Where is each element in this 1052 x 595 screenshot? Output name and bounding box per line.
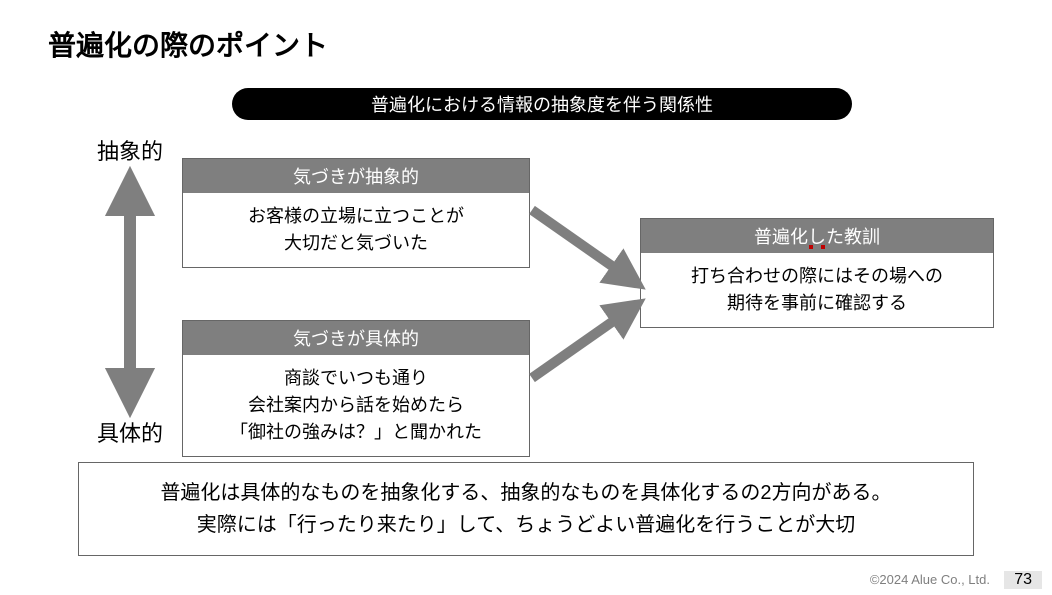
card-body: 打ち合わせの際にはその場への 期待を事前に確認する (641, 253, 993, 327)
card-header: 気づきが抽象的 (183, 159, 529, 193)
arrow-top-to-lesson (532, 210, 632, 280)
text-line: 打ち合わせの際にはその場への (647, 263, 987, 290)
footer-page-number: 73 (1004, 571, 1042, 589)
card-abstract-awareness: 気づきが抽象的 お客様の立場に立つことが 大切だと気づいた (182, 158, 530, 268)
card-header-text: 普遍化した教訓 (754, 227, 880, 247)
text-line: 大切だと気づいた (189, 230, 523, 257)
text-line: 商談でいつも通り (189, 365, 523, 392)
summary-box: 普遍化は具体的なものを抽象化する、抽象的なものを具体化するの2方向がある。 実際… (78, 462, 974, 556)
footer-copyright: ©2024 Alue Co., Ltd. (870, 572, 990, 587)
text-line: 普遍化は具体的なものを抽象化する、抽象的なものを具体化するの2方向がある。 (89, 477, 963, 509)
red-dot-icon (821, 245, 825, 249)
axis-label-concrete: 具体的 (90, 416, 170, 448)
text-line: お客様の立場に立つことが (189, 203, 523, 230)
text-line: 会社案内から話を始めたら (189, 392, 523, 419)
card-header: 普遍化した教訓 (641, 219, 993, 253)
arrow-bottom-to-lesson (532, 308, 632, 378)
text-line: 実際には「行ったり来たり」して、ちょうどよい普遍化を行うことが大切 (89, 509, 963, 541)
slide-title: 普遍化の際のポイント (48, 24, 328, 64)
card-generalized-lesson: 普遍化した教訓 打ち合わせの際にはその場への 期待を事前に確認する (640, 218, 994, 328)
red-dot-icon (809, 245, 813, 249)
card-body: 商談でいつも通り 会社案内から話を始めたら 「御社の強みは？」と聞かれた (183, 355, 529, 456)
card-header: 気づきが具体的 (183, 321, 529, 355)
card-concrete-awareness: 気づきが具体的 商談でいつも通り 会社案内から話を始めたら 「御社の強みは？」と… (182, 320, 530, 457)
subtitle-pill: 普遍化における情報の抽象度を伴う関係性 (232, 88, 852, 120)
text-line: 期待を事前に確認する (647, 290, 987, 317)
card-body: お客様の立場に立つことが 大切だと気づいた (183, 193, 529, 267)
text-line: 「御社の強みは？」と聞かれた (189, 419, 523, 446)
axis-label-abstract: 抽象的 (90, 134, 170, 166)
